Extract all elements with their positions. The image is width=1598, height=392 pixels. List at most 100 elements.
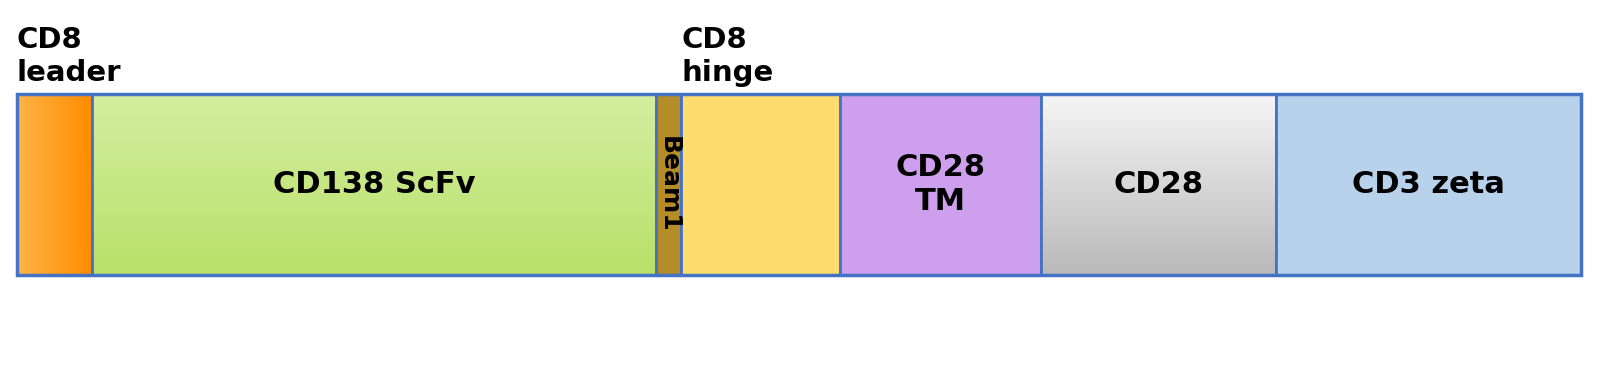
Bar [1040,106,1275,107]
Bar [1040,133,1275,134]
Bar [1040,204,1275,205]
Bar [91,266,655,267]
Bar [1040,236,1275,237]
Bar [91,212,655,213]
Bar [1040,113,1275,114]
Bar [91,99,655,100]
Bar [91,205,655,207]
Bar [1040,237,1275,238]
Bar [1040,94,1275,275]
Bar [1040,189,1275,190]
Bar [91,177,655,178]
Bar [91,129,655,131]
Bar [91,269,655,270]
Bar [91,148,655,149]
Bar [1040,256,1275,257]
Bar [91,102,655,103]
Bar [1040,231,1275,232]
Bar [1040,227,1275,228]
Bar [1040,224,1275,225]
Bar [91,103,655,104]
Bar [1040,147,1275,148]
Bar [1040,255,1275,256]
Bar [91,270,655,271]
Bar [91,234,655,236]
Bar [1040,99,1275,100]
Bar [91,147,655,148]
Bar [1040,207,1275,208]
Bar [1040,213,1275,214]
Bar [1040,243,1275,245]
Bar [91,260,655,261]
Bar [91,239,655,240]
Bar [1040,117,1275,118]
Bar [1040,217,1275,218]
Bar [91,117,655,118]
Bar [91,241,655,242]
Text: CD28
TM: CD28 TM [895,153,986,216]
Bar [1040,265,1275,266]
Bar [91,151,655,152]
Bar [1040,115,1275,116]
Bar [1040,239,1275,240]
Bar [1040,166,1275,167]
Bar [91,208,655,209]
Bar [91,199,655,200]
Bar [91,124,655,125]
Bar [1040,193,1275,194]
Bar [91,144,655,145]
Bar [91,175,655,176]
Bar [1040,94,1275,95]
Bar [1040,137,1275,138]
Bar [1040,162,1275,163]
Bar [1040,182,1275,183]
Bar [655,94,681,275]
Bar [1040,222,1275,223]
Bar [91,220,655,221]
Bar [1040,178,1275,179]
Bar [1040,109,1275,110]
Bar [91,268,655,269]
Bar [18,94,1580,275]
Bar [1040,107,1275,108]
Bar [91,230,655,231]
Bar [91,242,655,243]
Bar [1040,125,1275,126]
Bar [91,214,655,215]
Bar [91,204,655,205]
Bar [91,172,655,173]
Bar [1040,114,1275,115]
Bar [91,245,655,246]
Bar [1040,245,1275,246]
Bar [1040,241,1275,242]
Bar [91,142,655,143]
Bar [91,105,655,106]
Text: CD3 zeta: CD3 zeta [1352,170,1505,199]
Bar [1040,127,1275,128]
Bar [91,246,655,247]
Bar [1040,196,1275,198]
Bar [1040,180,1275,181]
Bar [1040,170,1275,171]
Bar [1040,110,1275,111]
Bar [1040,177,1275,178]
Bar [841,94,1040,275]
Bar [91,209,655,210]
Bar [91,133,655,134]
Bar [1040,139,1275,140]
Bar [1040,210,1275,211]
Bar [91,174,655,175]
Bar [1040,190,1275,191]
Bar [1040,228,1275,229]
Bar [91,120,655,122]
Bar [1040,149,1275,151]
Bar [1040,191,1275,192]
Bar [91,228,655,229]
Bar [1040,209,1275,210]
Bar [1040,192,1275,193]
Bar [1040,167,1275,169]
Bar [1040,263,1275,265]
Bar [1040,216,1275,217]
Bar [91,207,655,208]
Bar [1040,242,1275,243]
